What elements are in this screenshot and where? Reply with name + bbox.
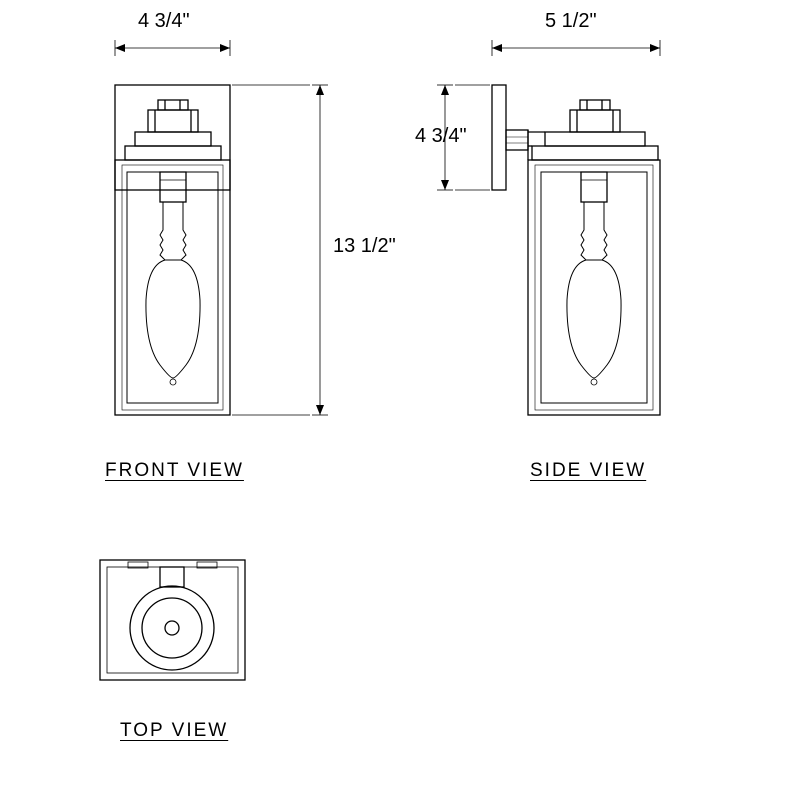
front-view-drawing [0, 0, 800, 800]
top-view-label: TOP VIEW [120, 720, 228, 742]
side-view-label: SIDE VIEW [530, 460, 646, 482]
dim-side-mount: 4 3/4" [415, 125, 467, 148]
dim-side-width: 5 1/2" [545, 10, 597, 33]
front-view-label: FRONT VIEW [105, 460, 244, 482]
dim-front-width: 4 3/4" [138, 10, 190, 33]
dim-height: 13 1/2" [333, 235, 396, 258]
